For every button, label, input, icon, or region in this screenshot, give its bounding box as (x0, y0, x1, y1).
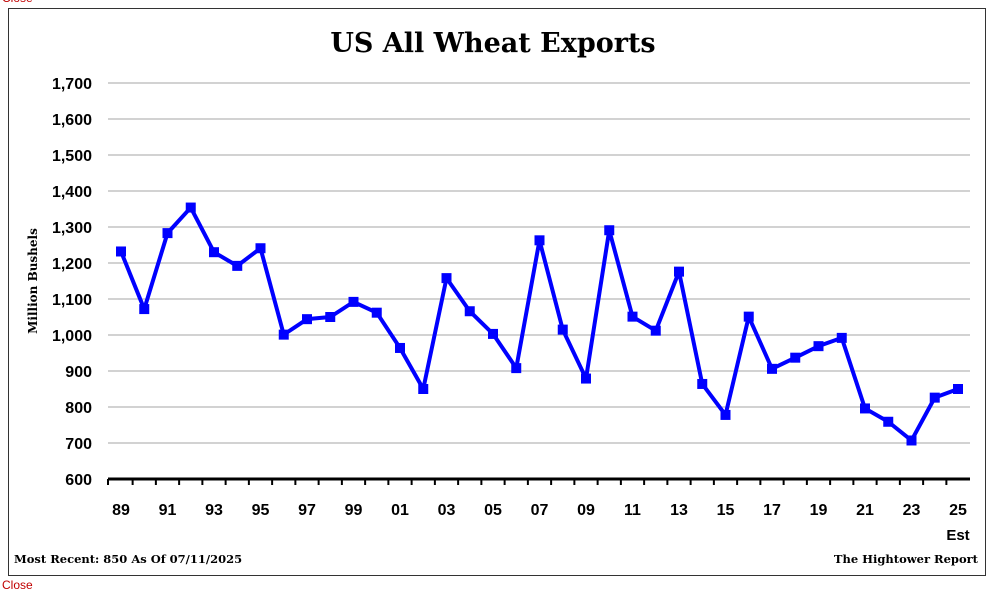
x-tick-label: 15 (717, 502, 735, 519)
data-point (418, 384, 429, 394)
data-point (836, 332, 847, 343)
x-tick-label: 09 (577, 502, 595, 519)
data-point (953, 384, 963, 394)
close-link-bottom[interactable]: Close (2, 578, 33, 592)
data-point (348, 296, 359, 307)
data-point (371, 307, 382, 318)
y-tick-label: 1,100 (52, 292, 92, 309)
x-tick-label: 03 (438, 502, 456, 519)
x-tick-label: 97 (298, 502, 316, 519)
data-point (511, 363, 522, 374)
data-point (116, 246, 126, 257)
x-tick-label: 99 (345, 502, 363, 519)
y-tick-label: 700 (65, 436, 92, 453)
data-point (139, 304, 150, 315)
data-point (232, 260, 243, 271)
y-tick-label: 1,300 (52, 220, 92, 237)
data-point (488, 328, 498, 339)
x-tick-label: 13 (670, 502, 688, 519)
data-point (302, 314, 312, 325)
close-link-top[interactable]: Close (2, 0, 33, 5)
data-point (278, 329, 289, 340)
data-point (929, 392, 940, 403)
data-point (534, 235, 545, 246)
data-point (883, 416, 894, 427)
data-point (674, 266, 684, 277)
data-point (650, 325, 661, 336)
data-point (860, 403, 870, 414)
y-tick-label: 800 (65, 400, 92, 417)
x-tick-label: 07 (531, 502, 549, 519)
y-tick-label: 1,700 (52, 76, 92, 93)
y-tick-label: 1,500 (52, 148, 92, 165)
data-point (441, 273, 452, 284)
data-point (720, 409, 731, 420)
data-point (325, 312, 336, 322)
data-point (604, 225, 615, 236)
data-point (464, 306, 475, 317)
data-point (813, 341, 824, 352)
data-point (697, 378, 708, 389)
x-tick-label: 91 (159, 502, 177, 519)
data-point (557, 324, 568, 335)
x-est-label: Est (946, 527, 969, 544)
chart-title: US All Wheat Exports (330, 28, 655, 59)
data-point (209, 247, 219, 258)
data-point (255, 243, 266, 254)
y-tick-label: 1,600 (52, 112, 92, 129)
y-axis-label: Million Bushels (26, 228, 40, 334)
data-point (581, 373, 591, 384)
data-point (395, 342, 405, 353)
data-point (790, 352, 801, 363)
data-point (767, 363, 777, 374)
footer-source: The Hightower Report (834, 552, 979, 566)
x-tick-label: 93 (205, 502, 223, 519)
x-tick-label: 21 (856, 502, 874, 519)
x-tick-label: 17 (763, 502, 781, 519)
x-tick-label: 01 (391, 502, 409, 519)
x-tick-label: 89 (112, 502, 130, 519)
y-tick-label: 1,200 (52, 256, 92, 273)
data-point (743, 311, 754, 322)
chart-frame (8, 8, 986, 576)
data-point (906, 435, 917, 446)
x-tick-label: 25 (949, 502, 967, 519)
x-tick-label: 05 (484, 502, 502, 519)
footer-most-recent: Most Recent: 850 As Of 07/11/2025 (14, 552, 242, 566)
x-tick-label: 19 (810, 502, 828, 519)
y-tick-label: 1,000 (52, 328, 92, 345)
x-tick-label: 11 (624, 502, 641, 519)
x-tick-label: 95 (252, 502, 270, 519)
y-tick-label: 600 (65, 472, 92, 489)
data-point (162, 228, 173, 239)
x-tick-label: 23 (903, 502, 921, 519)
y-tick-label: 1,400 (52, 184, 92, 201)
data-point (185, 202, 196, 213)
data-point (627, 311, 638, 322)
y-tick-label: 900 (65, 364, 92, 381)
